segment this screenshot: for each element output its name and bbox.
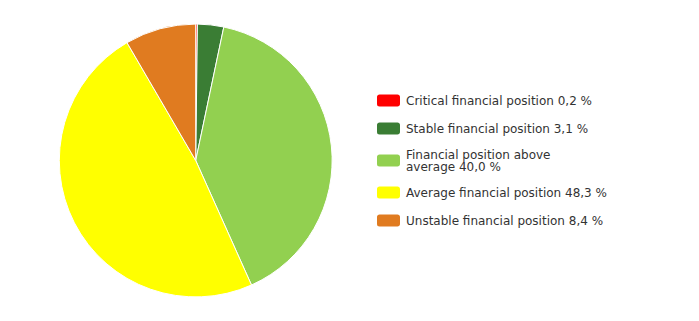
svg-text:Financial position above: Financial position above (406, 147, 551, 162)
svg-text:Critical financial position 0,: Critical financial position 0,2 % (406, 94, 592, 108)
svg-text:Stable financial position 3,1: Stable financial position 3,1 % (406, 122, 588, 136)
svg-text:average 40,0 %: average 40,0 % (406, 160, 501, 174)
svg-text:Unstable financial position 8,: Unstable financial position 8,4 % (406, 214, 603, 228)
svg-text:Average financial position 48,: Average financial position 48,3 % (406, 186, 607, 200)
